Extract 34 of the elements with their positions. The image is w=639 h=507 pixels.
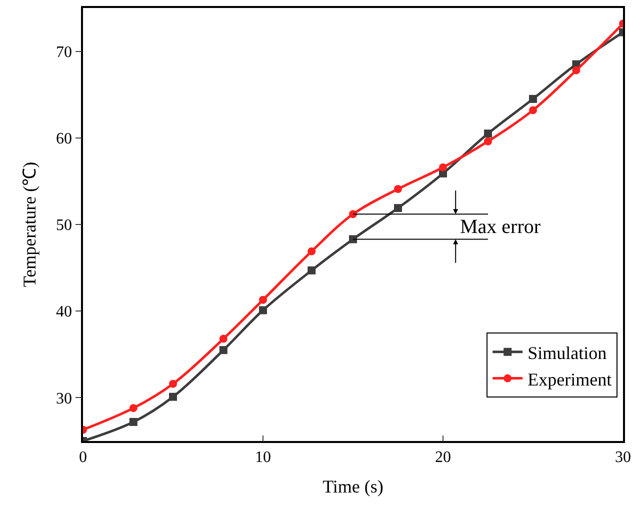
point — [259, 296, 267, 304]
point — [484, 130, 492, 138]
y-tick-label: 40 — [56, 304, 72, 321]
y-tick-label: 30 — [56, 390, 72, 408]
x-axis-title: Time (s) — [322, 476, 384, 497]
legend-label: Experiment — [528, 369, 612, 390]
point — [394, 204, 402, 212]
x-tick-label: 10 — [255, 448, 271, 466]
point — [394, 184, 402, 193]
point — [129, 404, 138, 412]
point — [308, 266, 316, 274]
point — [572, 66, 580, 74]
point — [169, 392, 177, 401]
point — [308, 247, 316, 256]
y-tick-label: 70 — [56, 44, 72, 61]
point — [529, 106, 537, 114]
point — [169, 380, 177, 388]
legend-label: Simulation — [528, 342, 607, 363]
x-tick-label: 20 — [435, 448, 451, 466]
point — [219, 346, 228, 354]
point — [349, 210, 357, 218]
point — [259, 306, 267, 314]
point — [529, 94, 537, 103]
point — [484, 137, 492, 146]
point — [129, 418, 138, 426]
y-tick-label: 60 — [56, 130, 72, 148]
y-axis-title: Temperature (℃) — [20, 162, 40, 288]
annotation: Max error — [460, 216, 541, 238]
point — [439, 163, 447, 172]
x-tick-label: 30 — [615, 448, 631, 466]
point — [349, 235, 357, 244]
y-tick-label: 50 — [56, 217, 72, 234]
point — [219, 334, 228, 343]
x-tick-label: 0 — [79, 448, 87, 466]
